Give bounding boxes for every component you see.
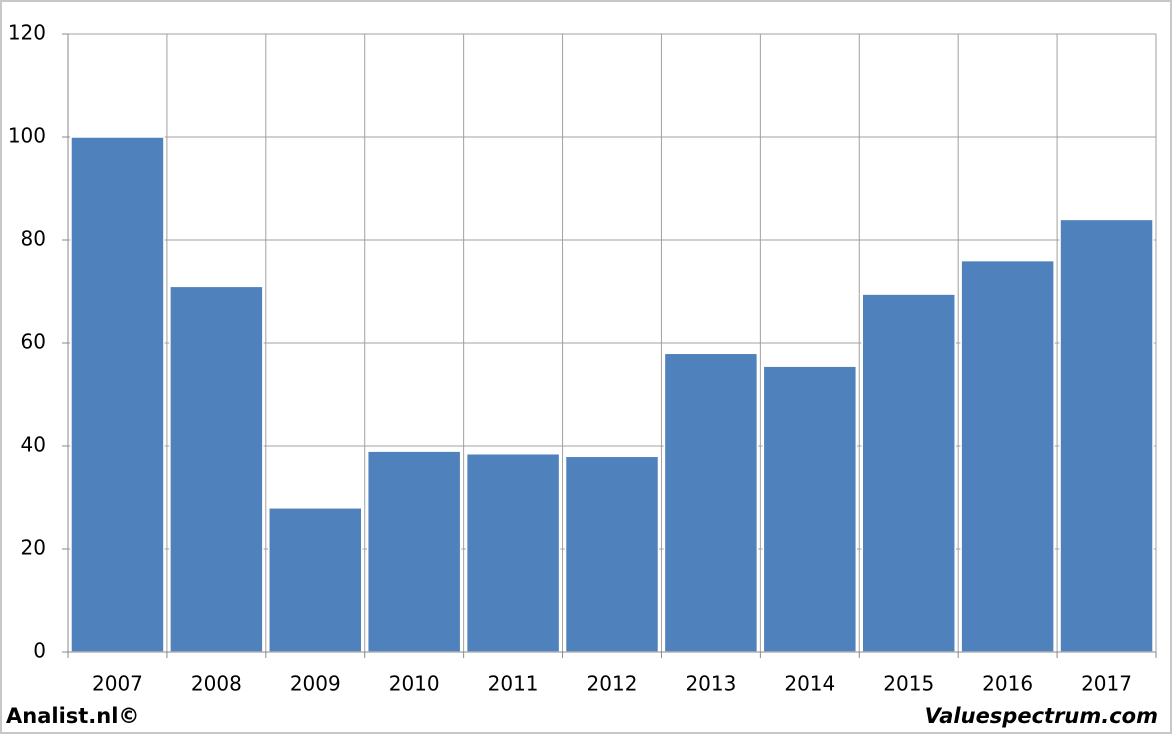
bar [960, 259, 1055, 653]
x-tick-label: 2014 [784, 672, 835, 696]
x-tick-label: 2013 [685, 672, 736, 696]
x-tick-label: 2015 [883, 672, 934, 696]
y-tick-label: 100 [8, 124, 46, 148]
bar [70, 136, 165, 653]
y-tick-label: 40 [21, 433, 46, 457]
bar [1059, 218, 1154, 653]
y-tick-label: 120 [8, 21, 46, 45]
x-tick-label: 2007 [92, 672, 143, 696]
axes: 0 20 40 60 80 100 120 2007 2008 2009 2010 2011 2012 2… [8, 21, 1157, 696]
x-tick-label: 2010 [389, 672, 440, 696]
x-tick-label: 2017 [1081, 672, 1132, 696]
x-tick-label: 2009 [290, 672, 341, 696]
x-tick-label: 2011 [488, 672, 539, 696]
bar [861, 293, 956, 653]
bar [762, 365, 858, 653]
footer-left: Analist.nl© [6, 704, 139, 728]
x-tick-label: 2008 [191, 672, 242, 696]
bars [70, 136, 1154, 653]
bar [465, 452, 561, 653]
y-tick-label: 60 [21, 330, 46, 354]
bar [169, 285, 264, 653]
x-tick-label: 2016 [982, 672, 1033, 696]
bar [663, 352, 759, 653]
y-tick-label: 0 [33, 639, 46, 663]
x-tick-label: 2012 [587, 672, 638, 696]
bar [564, 455, 660, 653]
bar [268, 507, 363, 653]
bar [366, 450, 462, 653]
y-tick-label: 20 [21, 536, 46, 560]
y-tick-label: 80 [21, 227, 46, 251]
footer-right: Valuespectrum.com [925, 704, 1158, 728]
